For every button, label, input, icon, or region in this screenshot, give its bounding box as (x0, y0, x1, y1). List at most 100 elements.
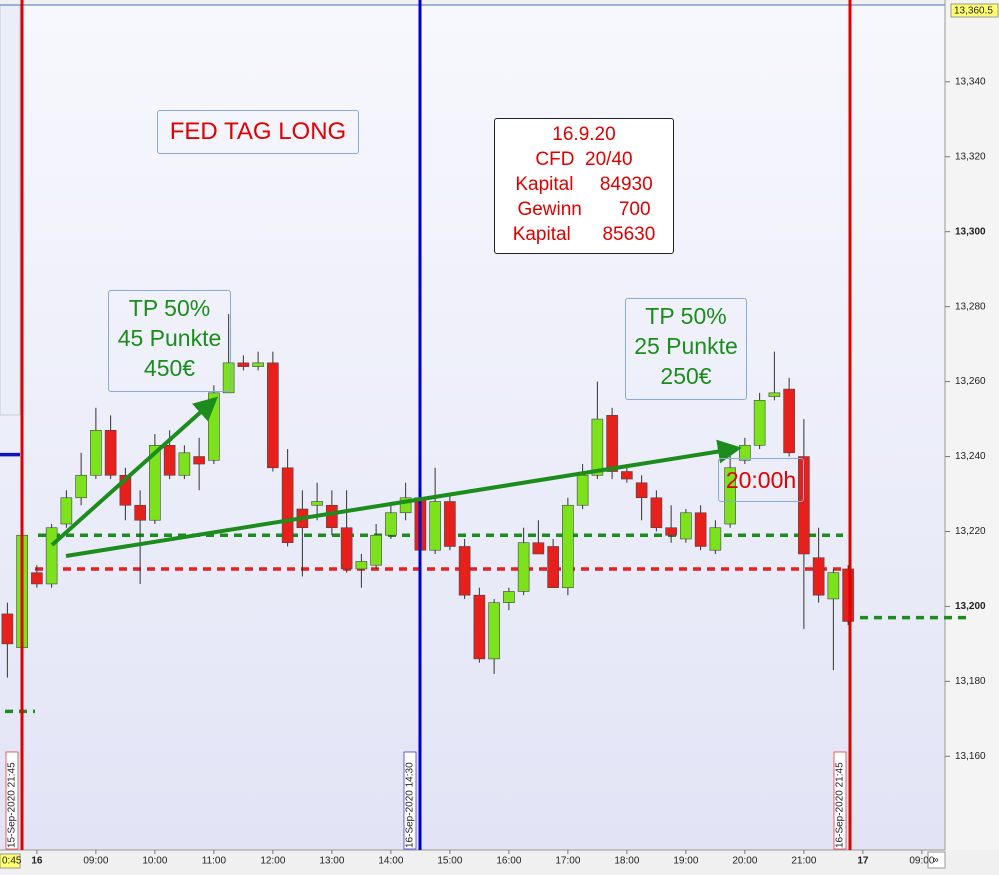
candle-body (724, 467, 736, 525)
candle-body (311, 501, 323, 506)
title-box: FED TAG LONG (157, 110, 359, 154)
x-tick-label: 15:00 (437, 856, 462, 867)
annotation-line: 16.9.20 (552, 124, 616, 145)
annotation-line: 45 Punkte (117, 325, 222, 351)
x-axis-area (0, 850, 999, 875)
candle-body (75, 474, 87, 499)
candle-body (385, 512, 397, 536)
y-tick-label: 13,320 (955, 151, 986, 162)
annotation-line: Kapital 85630 (512, 224, 656, 245)
y-tick-label: 13,200 (955, 601, 986, 612)
candle-body (370, 534, 382, 566)
candle-body (281, 467, 294, 544)
y-tick-label: 13,180 (955, 676, 986, 687)
candle-body (576, 474, 589, 506)
time-note: 20:00h (725, 467, 797, 493)
side-panel (0, 4, 21, 416)
candle-body (842, 568, 854, 622)
candle-body (237, 362, 250, 367)
tp-box: TP 50% 45 Punkte 450€ (108, 290, 231, 392)
candle-body (488, 602, 500, 660)
annotation-line: Gewinn 700 (517, 199, 651, 220)
plot-area (0, 5, 945, 850)
session-label-box (5, 751, 19, 850)
session-label-box (403, 751, 417, 850)
scroll-button-label[interactable]: » (933, 855, 939, 866)
candle-body (31, 572, 43, 585)
x-tick-label: 16:00 (496, 856, 521, 867)
candle-body (694, 512, 707, 547)
candle-body (90, 430, 102, 476)
candle-body (45, 527, 58, 585)
candle-body (650, 497, 663, 529)
candle-body (665, 527, 677, 536)
candle-body (753, 400, 766, 446)
candle-body (517, 542, 530, 592)
y-tick-label: 13,160 (955, 751, 986, 762)
candle-body (340, 527, 353, 570)
candle-body (458, 546, 471, 596)
session-label: 16-Sep-2020 21:45 (835, 762, 846, 848)
tp-box: TP 50% 25 Punkte 250€ (625, 298, 747, 400)
candle-body (163, 444, 176, 476)
candle-body (267, 362, 279, 469)
candle-body (680, 512, 692, 540)
y-tick-label: 13,300 (955, 226, 986, 237)
annotation-line: CFD 20/40 (535, 149, 633, 170)
scroll-button[interactable] (927, 851, 946, 869)
y-tick-label: 13,340 (955, 76, 986, 87)
trend-arrow (65, 439, 742, 558)
candle-body (503, 591, 515, 603)
candle-body (562, 504, 574, 588)
candle-body (326, 504, 338, 529)
x-tick-label: 19:00 (673, 856, 698, 867)
session-label: 16-Sep-2020 14:30 (405, 762, 416, 848)
candle-body (149, 444, 161, 521)
candle-body (429, 501, 441, 551)
annotation-line: Kapital 84930 (515, 174, 653, 195)
x-tick-label: 09:00 (909, 856, 934, 867)
x-tick-label: 21:00 (791, 856, 816, 867)
x-tick-label: 20:00 (732, 856, 757, 867)
x-tick-label: 11:00 (202, 856, 227, 867)
candle-body (621, 471, 633, 480)
x-tick-label: 18:00 (614, 856, 639, 867)
candle-body (1, 613, 14, 645)
x-tick-label: 17 (857, 856, 869, 867)
info-box: 16.9.20 CFD 20/40 Kapital 84930 Gewinn 700 K… (494, 118, 674, 254)
candle-body (178, 452, 191, 476)
candle-body (635, 482, 648, 499)
candle-body (709, 527, 722, 551)
candle-body (532, 542, 545, 555)
candle-body (444, 501, 456, 547)
x-tick-label: 12:00 (260, 856, 285, 867)
session-label: 15-Sep-2020 21:45 (7, 762, 18, 848)
time-marker (0, 853, 21, 869)
candle-body (134, 504, 146, 521)
price-marker-label: 13,360.5 (954, 6, 993, 17)
y-tick-label: 13,280 (955, 301, 986, 312)
annotation-line: 450€ (143, 355, 196, 381)
candle-body (104, 430, 117, 476)
candle-body (193, 456, 205, 465)
x-tick-label: 13:00 (319, 856, 344, 867)
annotation-line: 25 Punkte (634, 333, 738, 359)
annotation-line: TP 50% (128, 295, 211, 321)
time-note-box: 20:00h (718, 458, 804, 502)
candle-body (208, 392, 220, 461)
candle-body (473, 594, 486, 660)
candle-body (222, 362, 235, 394)
y-axis-area (945, 0, 999, 850)
price-marker (950, 3, 999, 18)
x-tick-label: 16 (31, 856, 43, 867)
candle-body (812, 557, 825, 596)
y-tick-label: 13,240 (955, 451, 986, 462)
x-tick-label: 14:00 (378, 856, 403, 867)
x-tick-label: 09:00 (83, 856, 108, 867)
candle-body (798, 456, 810, 555)
candle-body (60, 497, 73, 525)
trend-arrow (50, 396, 218, 547)
candle-body (606, 415, 618, 472)
